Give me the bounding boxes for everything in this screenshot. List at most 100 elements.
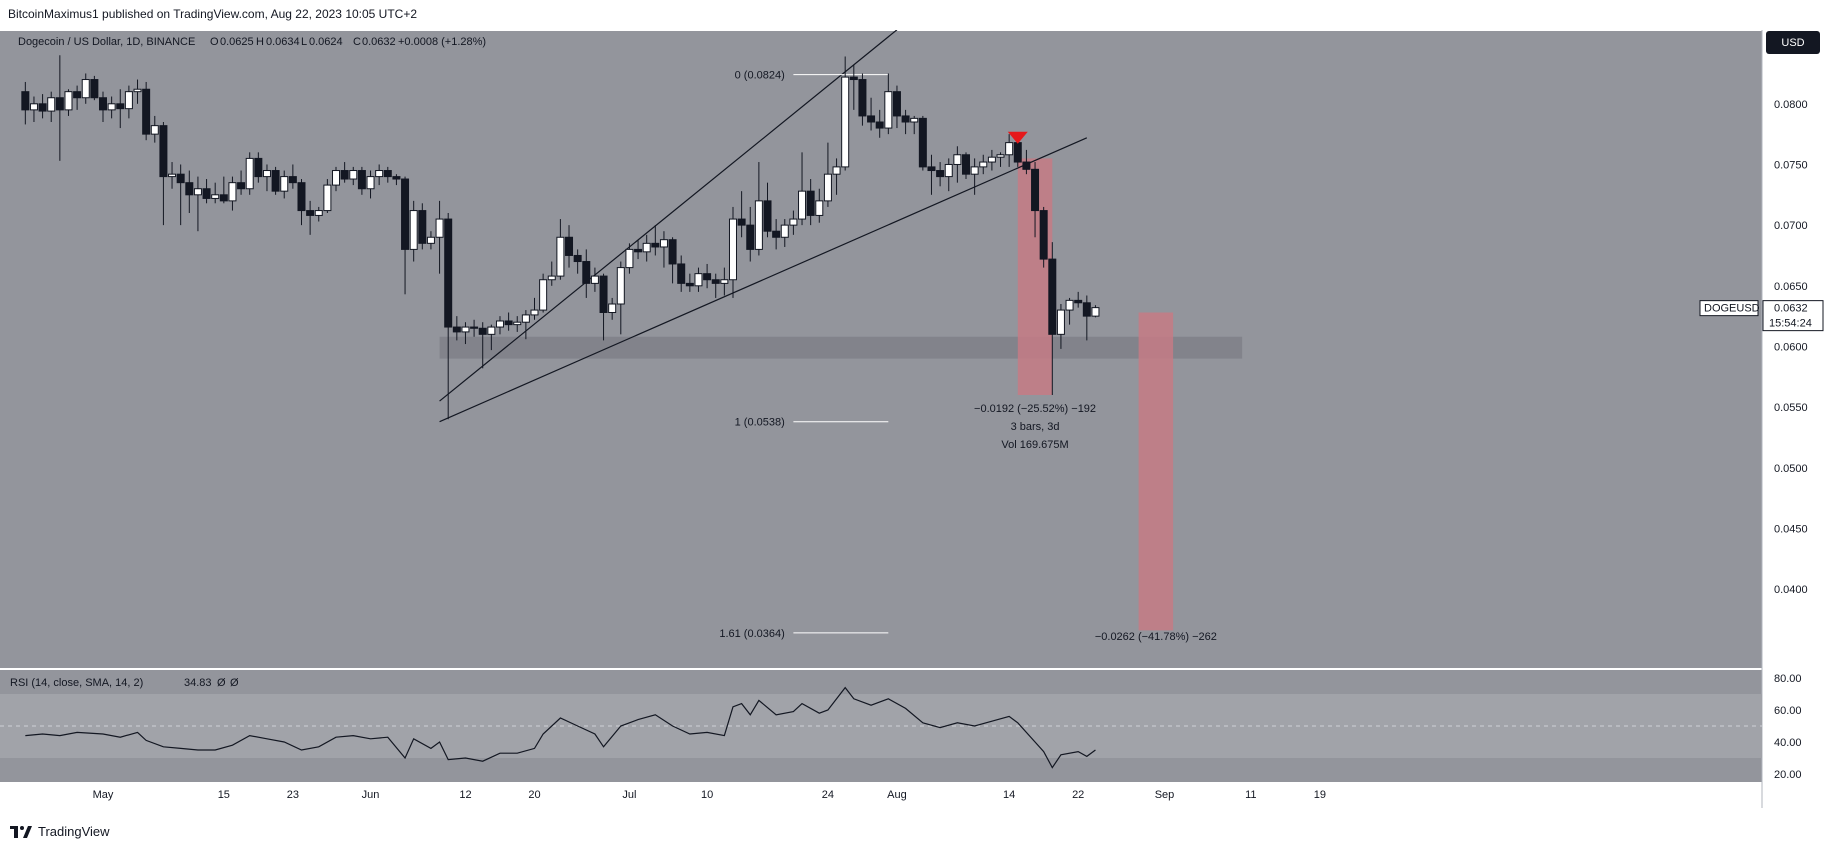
candle-down	[685, 282, 694, 287]
candle-down	[202, 188, 211, 199]
candle-down	[116, 103, 125, 110]
time-axis[interactable]: May 15 23 Jun 12 20 Jul 10 24 Aug 14 22 Sep 11 19	[93, 789, 1326, 801]
publish-info: BitcoinMaximus1 published on TradingView…	[8, 7, 418, 21]
candle-up	[970, 166, 979, 175]
ohlc-c-label: C	[353, 36, 361, 48]
candle-down	[55, 97, 64, 111]
price-tick-label: 0.0600	[1774, 341, 1808, 353]
time-tick-label: 12	[459, 789, 471, 801]
candle-up	[495, 320, 504, 328]
price-scale-background	[1762, 30, 1835, 808]
rsi-pane[interactable]	[0, 686, 1762, 769]
candle-down	[651, 242, 660, 248]
candle-up	[1005, 142, 1014, 156]
candle-up	[323, 184, 332, 212]
rsi-na-2: Ø	[230, 677, 239, 689]
candle-down	[746, 224, 755, 250]
ohlc-o-value: 0.0625	[220, 36, 254, 48]
candle-up	[1065, 299, 1074, 311]
candle-up	[754, 200, 763, 250]
candle-down	[668, 239, 677, 265]
candle-down	[392, 176, 401, 180]
candle-down	[90, 79, 99, 99]
candle-up	[987, 156, 996, 163]
candle-down	[470, 326, 479, 329]
chart-legend: Dogecoin / US Dollar, 1D, BINANCE O 0.06…	[10, 36, 486, 689]
candle-up	[789, 218, 798, 226]
measure-box-2	[1138, 312, 1174, 631]
candle-down	[806, 190, 815, 216]
candle-up	[979, 161, 988, 168]
candle-down	[452, 326, 461, 333]
support-zone[interactable]	[439, 336, 1243, 359]
candle-down	[703, 273, 712, 281]
candle-up	[228, 182, 237, 202]
candle-up	[521, 314, 530, 323]
time-tick-label: 14	[1003, 789, 1015, 801]
candle-up	[659, 239, 668, 248]
candle-down	[1074, 299, 1083, 304]
candle-up	[280, 176, 289, 192]
rsi-line	[25, 686, 1096, 769]
channel-line-2	[439, 137, 1088, 423]
candle-up	[728, 218, 737, 281]
time-tick-label: Aug	[887, 789, 907, 801]
candle-down	[176, 173, 185, 184]
price-scale[interactable]: 0.08500.08000.07500.07000.06500.06000.05…	[1699, 30, 1835, 808]
time-tick-label: 24	[822, 789, 834, 801]
time-tick-label: 10	[701, 789, 713, 801]
time-tick-label: 11	[1245, 789, 1256, 801]
candle-up	[530, 309, 539, 316]
candle-down	[849, 76, 858, 81]
chart-area[interactable]: 0.08500.08000.07500.07000.06500.06000.05…	[0, 29, 1835, 818]
time-tick-label: 23	[287, 789, 299, 801]
measure-tools[interactable]: −0.0192 (−25.52%) −192 3 bars, 3d Vol 169.…	[974, 158, 1217, 643]
candle-down	[927, 166, 936, 172]
chart-svg[interactable]: 0.08500.08000.07500.07000.06500.06000.05…	[0, 29, 1835, 818]
candle-down	[219, 194, 228, 202]
candle-down	[573, 254, 582, 263]
candle-up	[944, 163, 953, 178]
candle-up	[211, 194, 220, 199]
rsi-na-1: Ø	[217, 677, 226, 689]
rsi-tick-label: 40.00	[1774, 737, 1802, 749]
candle-down	[737, 218, 746, 226]
candle-down	[599, 275, 608, 313]
candle-up	[426, 236, 435, 244]
rsi-title: RSI (14, close, SMA, 14, 2)	[10, 677, 143, 689]
tradingview-logo[interactable]: TradingView	[10, 824, 110, 839]
candle-down	[918, 117, 927, 168]
measure-label-1: −0.0192 (−25.52%) −192	[974, 403, 1096, 415]
candle-down	[254, 157, 263, 178]
candle-up	[81, 79, 90, 99]
last-price-tag	[1762, 300, 1824, 332]
candle-down	[357, 170, 366, 190]
candle-down	[582, 261, 591, 284]
currency-button[interactable]: USD	[1766, 31, 1820, 54]
candle-up	[996, 154, 1005, 158]
time-tick-label: Sep	[1155, 789, 1175, 801]
ohlc-l-label: L	[301, 36, 307, 48]
candle-down	[962, 154, 970, 175]
price-tick-label: 0.0500	[1774, 463, 1808, 475]
fib-label: 1.61 (0.0364)	[719, 628, 784, 640]
candle-down	[288, 176, 297, 184]
candle-up	[513, 321, 522, 326]
candle-down	[185, 182, 194, 196]
candle-down	[1022, 161, 1031, 170]
candle-down	[99, 97, 107, 111]
candle-up	[608, 303, 617, 313]
candle-up	[642, 242, 651, 253]
candle-down	[271, 170, 280, 192]
candle-up	[798, 190, 807, 220]
fib-levels[interactable]: 0 (0.0824) 1 (0.0538) 1.61 (0.0364)	[719, 70, 889, 640]
candle-up	[1091, 307, 1100, 317]
channel-lines[interactable]	[439, 29, 1088, 423]
candle-down	[772, 230, 781, 238]
price-tick-label: 0.0800	[1774, 99, 1808, 111]
tradingview-logo-icon	[10, 825, 32, 838]
candle-up	[910, 117, 919, 123]
candle-up	[435, 218, 444, 238]
candle-down	[565, 236, 574, 256]
candle-up	[124, 91, 133, 110]
